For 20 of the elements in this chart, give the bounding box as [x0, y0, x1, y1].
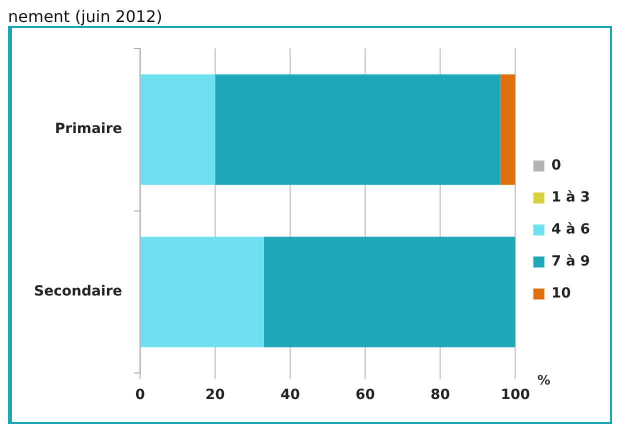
- legend-label: 4 à 6: [551, 222, 590, 238]
- legend-label: 1 à 3: [551, 190, 590, 206]
- bar: [140, 74, 216, 185]
- legend-label: 10: [551, 286, 572, 302]
- bar: [140, 236, 264, 348]
- x-tick-label: 60: [356, 387, 376, 404]
- chart-title: nement (juin 2012): [8, 7, 164, 26]
- x-tick-label: 0: [135, 387, 146, 404]
- bar: [500, 74, 516, 185]
- legend-label: 0: [551, 158, 562, 174]
- bar: [215, 74, 500, 185]
- legend-label: 7 à 9: [551, 254, 590, 270]
- x-tick-label: 80: [430, 387, 450, 404]
- x-axis-title: %: [537, 374, 550, 389]
- bar: [264, 236, 516, 348]
- x-tick-label: 100: [500, 387, 530, 404]
- y-tick-label: Primaire: [54, 121, 122, 138]
- y-tick-label: Secondaire: [34, 284, 122, 300]
- x-tick-label: 40: [280, 387, 300, 404]
- x-tick-label: 20: [205, 387, 226, 404]
